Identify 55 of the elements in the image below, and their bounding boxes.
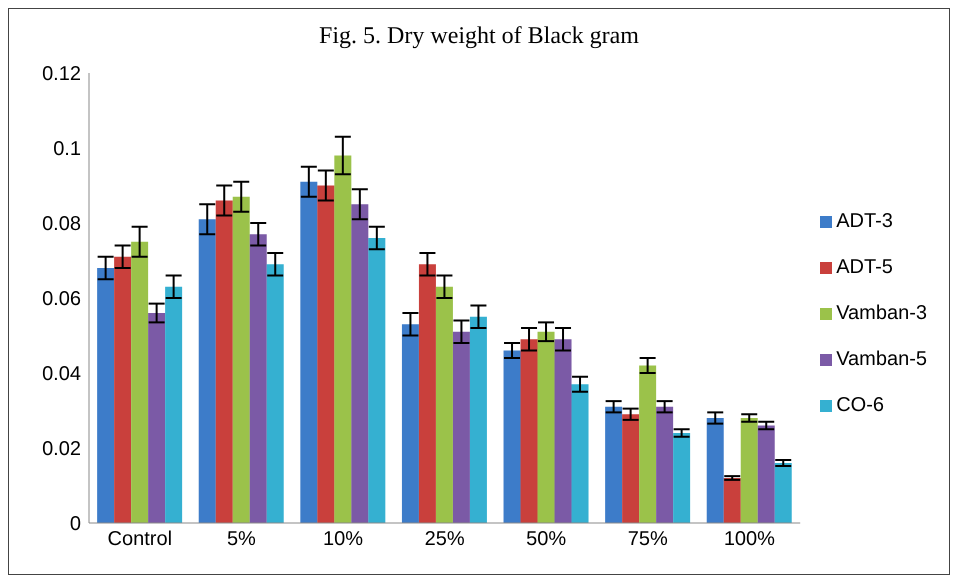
x-tick-label: Control bbox=[108, 528, 172, 550]
y-tick-label: 0.12 bbox=[42, 63, 81, 86]
bar bbox=[656, 406, 674, 523]
legend-label: CO-6 bbox=[836, 394, 884, 416]
bar bbox=[334, 156, 352, 523]
bar bbox=[538, 332, 555, 523]
x-tick-label: 75% bbox=[628, 528, 668, 550]
bar bbox=[250, 234, 267, 523]
bar bbox=[198, 219, 216, 523]
legend-label: Vamban-3 bbox=[836, 302, 927, 324]
bar bbox=[216, 200, 233, 523]
bar bbox=[706, 418, 724, 523]
bar bbox=[554, 339, 572, 523]
bar bbox=[368, 238, 386, 523]
chart-title: Fig. 5. Dry weight of Black gram bbox=[318, 22, 640, 51]
x-tick-label: 10% bbox=[322, 528, 364, 550]
bar bbox=[300, 182, 318, 523]
y-tick-label: 0.04 bbox=[42, 363, 81, 386]
y-tick-label: 0.02 bbox=[42, 438, 81, 460]
bar bbox=[148, 313, 166, 523]
y-tick-label: 0.08 bbox=[42, 213, 81, 236]
legend-label: ADT-5 bbox=[836, 256, 893, 278]
bar bbox=[758, 426, 775, 523]
legend-label: Vamban-5 bbox=[836, 348, 927, 370]
bar bbox=[452, 332, 470, 523]
bar bbox=[774, 463, 792, 523]
bar bbox=[232, 196, 250, 523]
bar bbox=[165, 286, 182, 523]
bar bbox=[131, 242, 148, 523]
bar bbox=[351, 204, 368, 523]
bar bbox=[436, 286, 453, 523]
bar bbox=[317, 186, 334, 523]
bar bbox=[97, 268, 114, 523]
bar bbox=[639, 366, 656, 523]
y-tick-label: 0.1 bbox=[53, 138, 81, 160]
bar bbox=[740, 418, 758, 523]
bar bbox=[266, 264, 284, 523]
x-tick-label: 5% bbox=[226, 528, 256, 550]
x-tick-label: 25% bbox=[424, 528, 465, 550]
bar bbox=[724, 478, 741, 523]
bar bbox=[520, 339, 538, 523]
legend-label: ADT-3 bbox=[836, 210, 893, 232]
bar bbox=[572, 384, 589, 523]
bar bbox=[673, 433, 690, 523]
bar bbox=[418, 264, 436, 523]
bar bbox=[470, 316, 487, 523]
x-tick-label: 100% bbox=[724, 528, 776, 550]
bar bbox=[402, 324, 419, 523]
y-tick-label: 0 bbox=[70, 513, 81, 536]
y-tick-label: 0.06 bbox=[42, 288, 81, 310]
bar bbox=[605, 406, 622, 523]
bar bbox=[504, 350, 521, 523]
bar bbox=[622, 414, 640, 523]
bar bbox=[114, 256, 132, 523]
x-tick-label: 50% bbox=[526, 528, 566, 550]
